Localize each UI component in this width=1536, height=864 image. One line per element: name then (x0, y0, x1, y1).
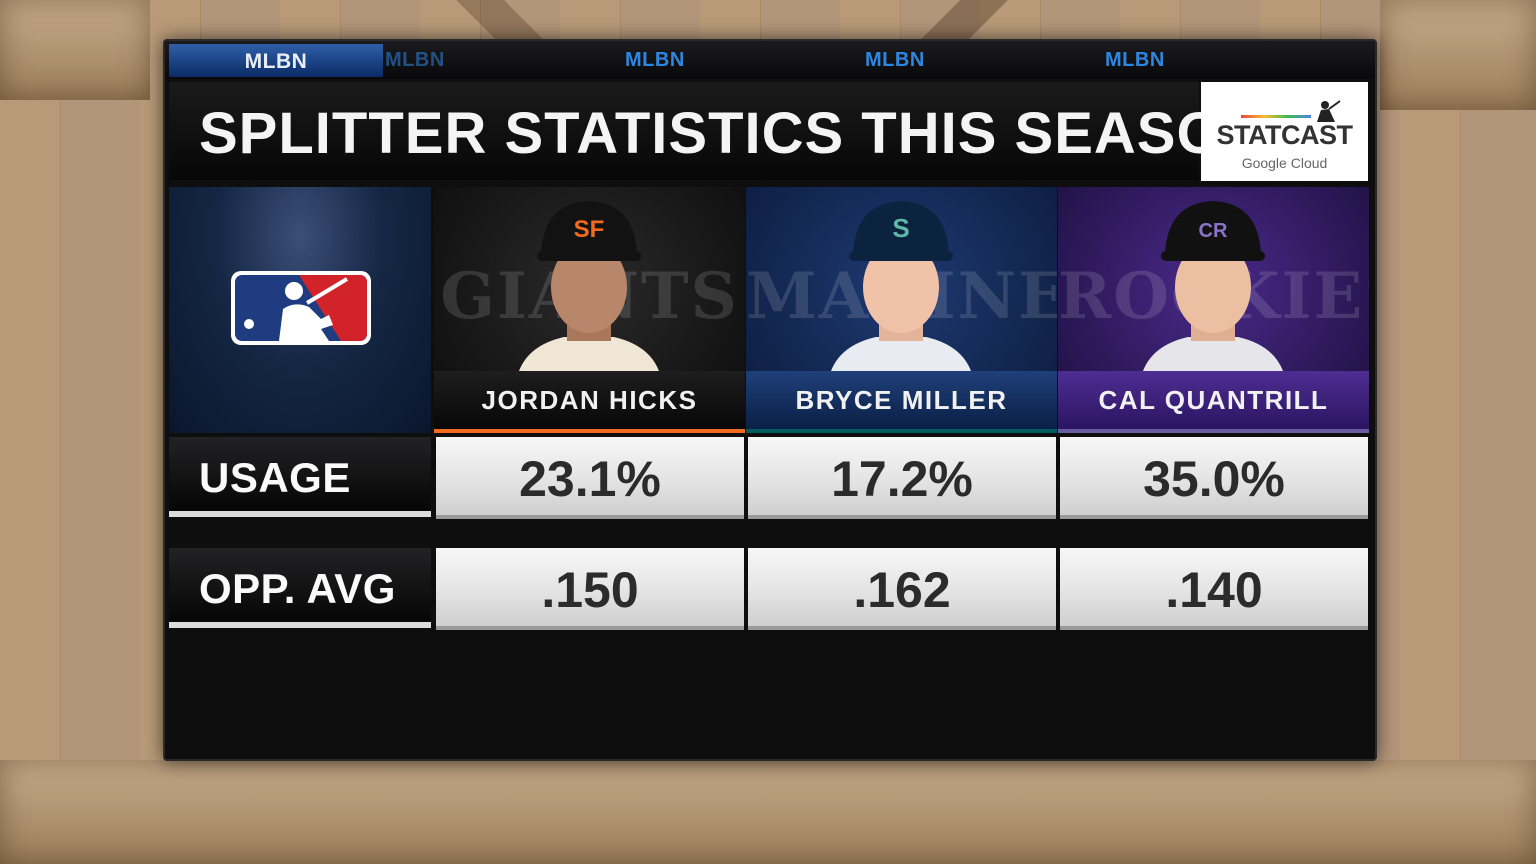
player-card-hicks: GIANTS SF JORDAN HICKS (434, 187, 745, 433)
google-cloud-label: Google Cloud (1241, 155, 1328, 171)
ticker-mark: MLBN (865, 49, 925, 71)
ticker-mark: MLBN (1105, 49, 1165, 71)
mlb-logo-cell (169, 187, 431, 433)
usage-value-miller: 17.2% (748, 437, 1056, 519)
statcast-wordmark: STATCAST (1216, 120, 1353, 150)
player-name: JORDAN HICKS (434, 371, 745, 429)
batter-icon (1317, 100, 1341, 122)
page-title: SPLITTER STATISTICS THIS SEASON (199, 101, 1266, 166)
player-photo: SF (519, 201, 659, 371)
statcast-logo: STATCAST Google Cloud (1201, 82, 1368, 181)
ticker-mark: MLBN (625, 49, 685, 71)
stats-panel: MLBN MLBN MLBN MLBN MLBN SPLITTER STATIS… (163, 39, 1377, 761)
opp-avg-value-quantrill: .140 (1060, 548, 1368, 630)
ticker-active-mark: MLBN (169, 44, 383, 77)
opp-avg-value-hicks: .150 (436, 548, 744, 630)
ticker-mark: MLBN (385, 49, 445, 71)
background-wood-block (1380, 0, 1536, 110)
cap-logo: S (892, 213, 909, 243)
usage-row-label: USAGE (169, 437, 431, 517)
player-photo: CR (1143, 201, 1283, 371)
team-color-underline (746, 429, 1057, 433)
player-name: CAL QUANTRILL (1058, 371, 1369, 429)
player-photo: S (831, 201, 971, 371)
cap-logo: SF (574, 216, 605, 243)
team-color-underline (434, 429, 745, 433)
background-wood-block (0, 0, 150, 100)
statcast-color-bar (1241, 115, 1311, 118)
cap-logo: CR (1199, 220, 1228, 242)
opp-avg-value-miller: .162 (748, 548, 1056, 630)
mlb-logo-icon (231, 271, 371, 345)
background-wood-block (0, 760, 1536, 864)
player-card-quantrill: ROCKIES CR CAL QUANTRILL (1058, 187, 1369, 433)
network-ticker: MLBN MLBN MLBN MLBN MLBN (165, 41, 1375, 79)
opp-avg-row-label: OPP. AVG (169, 548, 431, 628)
usage-value-hicks: 23.1% (436, 437, 744, 519)
team-color-underline (1058, 429, 1369, 433)
usage-value-quantrill: 35.0% (1060, 437, 1368, 519)
player-card-miller: MARINERS S BRYCE MILLER (746, 187, 1057, 433)
player-name: BRYCE MILLER (746, 371, 1057, 429)
title-bar: SPLITTER STATISTICS THIS SEASON (169, 82, 1264, 180)
